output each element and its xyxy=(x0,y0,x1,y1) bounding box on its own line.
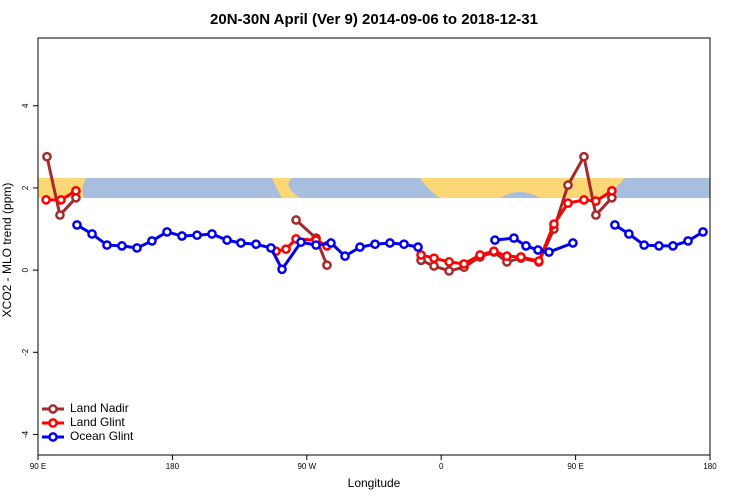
series-point xyxy=(591,196,601,206)
series-point xyxy=(490,235,500,245)
y-tick-label: 4 xyxy=(21,103,30,108)
series-point xyxy=(579,195,589,205)
series-point xyxy=(355,242,365,252)
series-point xyxy=(429,253,439,264)
x-tick-label: 180 xyxy=(703,462,717,471)
series-point xyxy=(429,261,439,271)
series-point xyxy=(533,245,543,255)
series-point xyxy=(370,239,380,250)
series-point xyxy=(413,242,423,252)
series-point xyxy=(55,210,65,220)
series-point xyxy=(236,238,246,248)
series-point xyxy=(683,236,693,246)
series-point xyxy=(607,185,617,196)
series-point xyxy=(192,230,202,241)
x-tick-label: 90 E xyxy=(567,462,583,471)
series-point xyxy=(102,240,112,250)
series-point xyxy=(475,250,485,260)
series-point xyxy=(162,227,172,237)
series-point xyxy=(459,259,469,269)
series-point xyxy=(544,247,554,257)
series-point xyxy=(222,235,232,245)
series-point xyxy=(399,239,409,250)
series-point xyxy=(322,260,332,271)
legend-label: Land Glint xyxy=(70,415,125,429)
series-point xyxy=(534,256,544,266)
series-point xyxy=(251,239,261,250)
legend-label: Land Nadir xyxy=(70,401,129,415)
legend-marker xyxy=(48,432,58,442)
series-point xyxy=(563,180,573,190)
series-point xyxy=(610,220,620,230)
y-tick-label: 2 xyxy=(21,185,30,190)
legend-label: Ocean Glint xyxy=(70,429,134,443)
series-point xyxy=(340,251,350,262)
x-tick-label: 90 E xyxy=(30,462,46,471)
series-point xyxy=(71,185,81,196)
series-point xyxy=(277,264,287,275)
series-point xyxy=(281,244,291,255)
series-point xyxy=(41,195,51,205)
series-point xyxy=(117,241,127,251)
series-point xyxy=(385,238,395,248)
series-point xyxy=(639,240,649,250)
x-tick-label: 180 xyxy=(166,462,180,471)
series-point xyxy=(177,231,187,241)
y-tick-label: 0 xyxy=(21,267,30,272)
series-line xyxy=(76,223,419,273)
series-point xyxy=(56,195,66,205)
plot-frame xyxy=(37,37,711,456)
series-point xyxy=(624,229,634,239)
series-point xyxy=(579,151,589,162)
x-axis-label: Longitude xyxy=(348,476,401,490)
y-tick-label: -2 xyxy=(21,348,30,356)
series-line xyxy=(420,152,613,273)
series-point xyxy=(489,246,499,257)
series-point xyxy=(266,243,276,253)
series-point xyxy=(291,215,301,225)
series-point xyxy=(668,241,678,251)
series-point xyxy=(207,229,217,239)
y-tick-label: -4 xyxy=(21,430,30,438)
map-strip xyxy=(38,178,710,198)
x-tick-label: 90 W xyxy=(297,462,316,471)
series-point xyxy=(147,236,157,246)
series-point xyxy=(444,266,454,276)
chart-title: 20N-30N April (Ver 9) 2014-09-06 to 2018… xyxy=(210,11,538,28)
x-tick-label: 0 xyxy=(439,462,444,471)
series-point xyxy=(591,210,601,220)
series-point xyxy=(42,151,52,162)
y-axis-label: XCO2 - MLO trend (ppm) xyxy=(0,183,14,318)
series-point xyxy=(521,241,531,251)
series-point xyxy=(563,198,573,209)
series-point xyxy=(326,238,336,248)
series-point xyxy=(87,229,97,239)
legend-marker xyxy=(48,404,58,414)
series-point xyxy=(654,241,664,251)
series-point xyxy=(444,257,454,267)
series-point xyxy=(132,243,142,253)
series-point xyxy=(311,240,321,250)
series-point xyxy=(516,252,526,262)
series-point xyxy=(416,250,426,260)
series-point xyxy=(296,237,306,248)
legend-marker xyxy=(48,418,58,428)
series-point xyxy=(72,220,82,230)
series-point xyxy=(568,238,578,248)
series-point xyxy=(502,251,512,262)
series-point xyxy=(698,227,708,237)
series-point xyxy=(509,233,519,243)
series-point xyxy=(549,219,559,229)
